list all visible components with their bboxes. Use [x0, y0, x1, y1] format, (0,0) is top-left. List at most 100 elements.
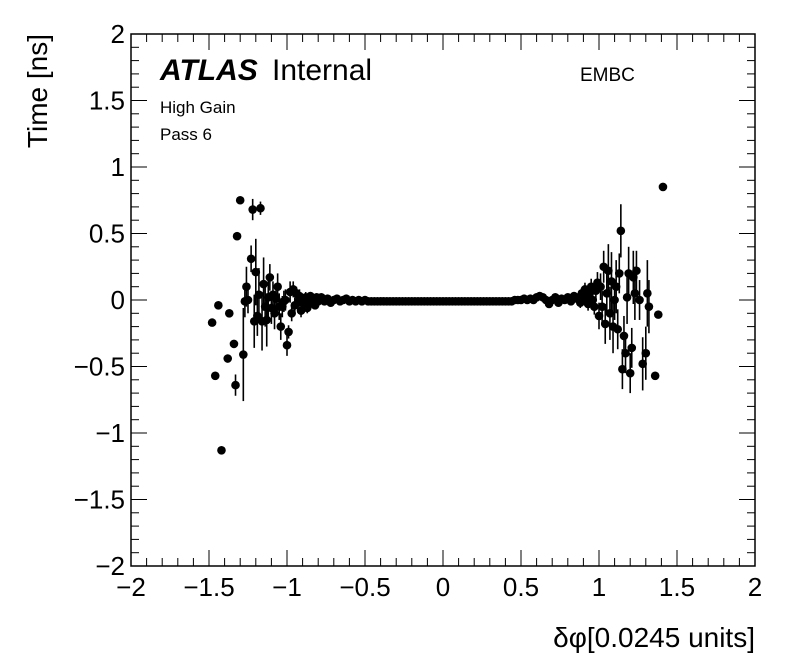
y-tick-label: −2: [95, 551, 125, 581]
point-marker: [242, 282, 251, 292]
point-marker: [613, 324, 623, 334]
data-point: [604, 244, 613, 298]
point-marker: [627, 343, 637, 353]
point-marker: [600, 319, 610, 329]
point-marker: [625, 368, 635, 378]
y-tick-label: −1.5: [74, 485, 125, 515]
x-tick-label: 1: [592, 572, 606, 602]
data-point: [284, 325, 293, 339]
data-point: [254, 268, 264, 322]
gain-label: High Gain: [160, 98, 236, 117]
point-marker: [638, 359, 647, 369]
point-marker: [605, 309, 615, 318]
data-point: [262, 293, 272, 347]
point-marker: [630, 289, 640, 298]
point-marker: [229, 339, 239, 349]
data-point: [643, 260, 652, 327]
point-marker: [622, 293, 632, 302]
point-marker: [616, 226, 626, 236]
point-marker: [643, 289, 652, 298]
data-point: [613, 309, 623, 350]
atlas-status-label: Internal: [272, 54, 372, 87]
data-point: [614, 253, 624, 294]
y-tick-label: −1: [95, 418, 125, 448]
data-point: [276, 313, 286, 340]
point-marker: [265, 273, 275, 282]
point-marker: [262, 315, 272, 325]
data-point: [282, 334, 292, 356]
data-point: [259, 257, 268, 311]
point-marker: [619, 331, 629, 341]
x-tick-label: 0: [436, 572, 450, 602]
point-marker: [282, 340, 292, 350]
y-tick-label: 1: [111, 152, 125, 182]
data-point: [644, 280, 654, 334]
point-marker: [611, 282, 621, 292]
point-marker: [259, 279, 268, 289]
pass-label: Pass 6: [160, 125, 212, 144]
x-tick-label: −2: [116, 572, 146, 602]
point-marker: [254, 290, 264, 299]
point-marker: [235, 195, 245, 205]
point-marker: [618, 364, 627, 374]
data-point: [611, 260, 621, 314]
data-point: [650, 371, 660, 381]
point-marker: [231, 380, 240, 390]
data-point: [635, 280, 644, 320]
point-marker: [621, 348, 630, 358]
y-axis-title: Time [ns]: [22, 34, 53, 148]
y-tick-label: 0: [111, 285, 125, 315]
point-marker: [604, 266, 613, 276]
point-marker: [239, 350, 248, 359]
data-points: [207, 182, 668, 455]
data-point: [256, 201, 265, 215]
y-tick-label: 0.5: [89, 219, 125, 249]
data-point: [621, 333, 630, 374]
data-point: [223, 354, 233, 363]
point-marker: [632, 266, 641, 276]
y-tick-labels: −2 −1.5 −1 −0.5 0 0.5 1 1.5 2: [74, 19, 125, 581]
x-tick-label: 0.5: [503, 572, 539, 602]
point-marker: [248, 205, 257, 214]
point-marker: [610, 295, 619, 305]
x-tick-label: −1.5: [183, 572, 234, 602]
point-marker: [287, 309, 296, 318]
axis-ticks: [130, 33, 756, 567]
x-tick-labels: −2 −1.5 −1 −0.5 0 0.5 1 1.5 2: [116, 572, 762, 602]
data-point: [243, 286, 253, 314]
data-point: [605, 286, 615, 340]
point-marker: [594, 311, 604, 321]
x-tick-label: 2: [748, 572, 762, 602]
data-point: [265, 264, 275, 291]
point-marker: [635, 295, 644, 305]
data-point: [653, 310, 663, 319]
data-point: [281, 289, 290, 311]
data-point: [627, 327, 637, 368]
point-marker: [284, 327, 293, 337]
data-point: [217, 445, 226, 455]
data-point: [229, 339, 239, 349]
point-marker: [232, 231, 242, 241]
point-marker: [217, 445, 226, 455]
point-marker: [210, 371, 220, 381]
point-marker: [246, 254, 256, 264]
point-marker: [614, 269, 624, 278]
point-marker: [273, 282, 282, 292]
point-marker: [650, 371, 660, 381]
data-point: [596, 273, 605, 300]
data-point: [630, 266, 640, 320]
data-point: [246, 245, 256, 273]
data-point: [231, 374, 240, 396]
point-marker: [653, 310, 663, 319]
data-point: [658, 182, 668, 192]
point-marker: [223, 354, 233, 363]
data-point: [590, 298, 599, 315]
point-marker: [644, 302, 654, 311]
point-marker: [207, 318, 217, 327]
data-point: [239, 307, 248, 402]
data-point: [207, 318, 217, 327]
x-tick-label: −1: [272, 572, 302, 602]
data-point: [210, 371, 220, 381]
point-marker: [224, 309, 234, 318]
